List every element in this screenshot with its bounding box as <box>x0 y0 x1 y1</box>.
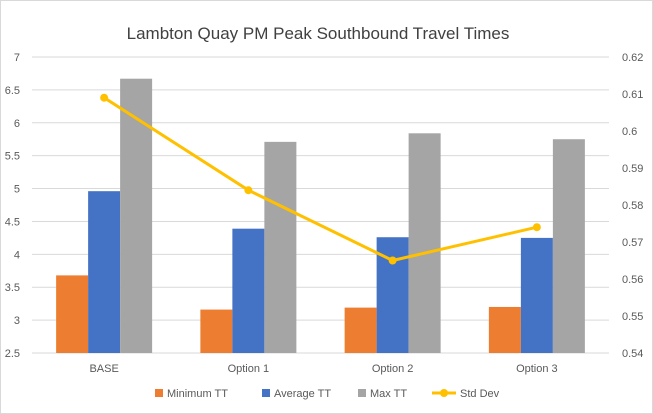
bar-max-tt <box>264 141 297 353</box>
bar-minimum-tt <box>200 309 233 353</box>
legend-swatch <box>155 389 163 397</box>
std-dev-point <box>244 186 253 195</box>
bar-average-tt <box>520 237 553 353</box>
left-tick-label: 4 <box>14 249 20 261</box>
std-dev-point <box>532 223 541 232</box>
x-tick-label: Option 2 <box>372 363 414 375</box>
legend-label: Minimum TT <box>167 388 228 400</box>
legend-label: Max TT <box>370 388 407 400</box>
legend-swatch-marker <box>440 389 448 397</box>
right-axis: 0.54 0.55 0.56 0.57 0.58 0.59 0.6 0.61 0.62 <box>622 52 643 360</box>
right-tick-label: 0.58 <box>622 200 643 212</box>
left-tick-label: 7 <box>14 52 20 64</box>
legend-label: Std Dev <box>460 388 500 400</box>
bar-max-tt <box>408 133 441 353</box>
right-tick-label: 0.55 <box>622 311 643 323</box>
left-tick-label: 3 <box>14 315 20 327</box>
std-dev-point <box>100 93 109 102</box>
bar-minimum-tt <box>56 275 89 353</box>
legend-label: Average TT <box>274 388 331 400</box>
legend-swatch <box>262 389 270 397</box>
right-tick-label: 0.57 <box>622 237 643 249</box>
right-tick-label: 0.59 <box>622 163 643 175</box>
std-dev-series <box>100 93 541 265</box>
x-tick-label: Option 1 <box>228 363 270 375</box>
legend-swatch <box>358 389 366 397</box>
bar-average-tt <box>88 191 121 353</box>
chart-title: Lambton Quay PM Peak Southbound Travel T… <box>127 24 510 43</box>
x-tick-label: BASE <box>89 363 118 375</box>
bar-minimum-tt <box>344 307 377 353</box>
left-tick-label: 5.5 <box>5 151 20 163</box>
std-dev-line <box>103 96 538 262</box>
left-axis: 2.5 3 3.5 4 4.5 5 5.5 6 6.5 7 <box>5 52 20 360</box>
bars <box>56 78 585 353</box>
left-tick-label: 6 <box>14 118 20 130</box>
left-tick-label: 3.5 <box>5 282 20 294</box>
left-tick-label: 2.5 <box>5 348 20 360</box>
right-tick-label: 0.62 <box>622 52 643 64</box>
right-tick-label: 0.6 <box>622 126 637 138</box>
right-tick-label: 0.61 <box>622 89 643 101</box>
x-axis: BASE Option 1 Option 2 Option 3 <box>89 363 557 375</box>
x-tick-label: Option 3 <box>516 363 558 375</box>
bar-minimum-tt <box>488 306 521 353</box>
std-dev-point <box>388 256 397 265</box>
right-tick-label: 0.56 <box>622 274 643 286</box>
bar-average-tt <box>232 228 265 353</box>
right-tick-label: 0.54 <box>622 348 643 360</box>
bar-max-tt <box>552 139 585 353</box>
legend: Minimum TT Average TT Max TT Std Dev <box>155 388 500 400</box>
left-tick-label: 4.5 <box>5 216 20 228</box>
left-tick-label: 5 <box>14 184 20 196</box>
left-tick-label: 6.5 <box>5 85 20 97</box>
